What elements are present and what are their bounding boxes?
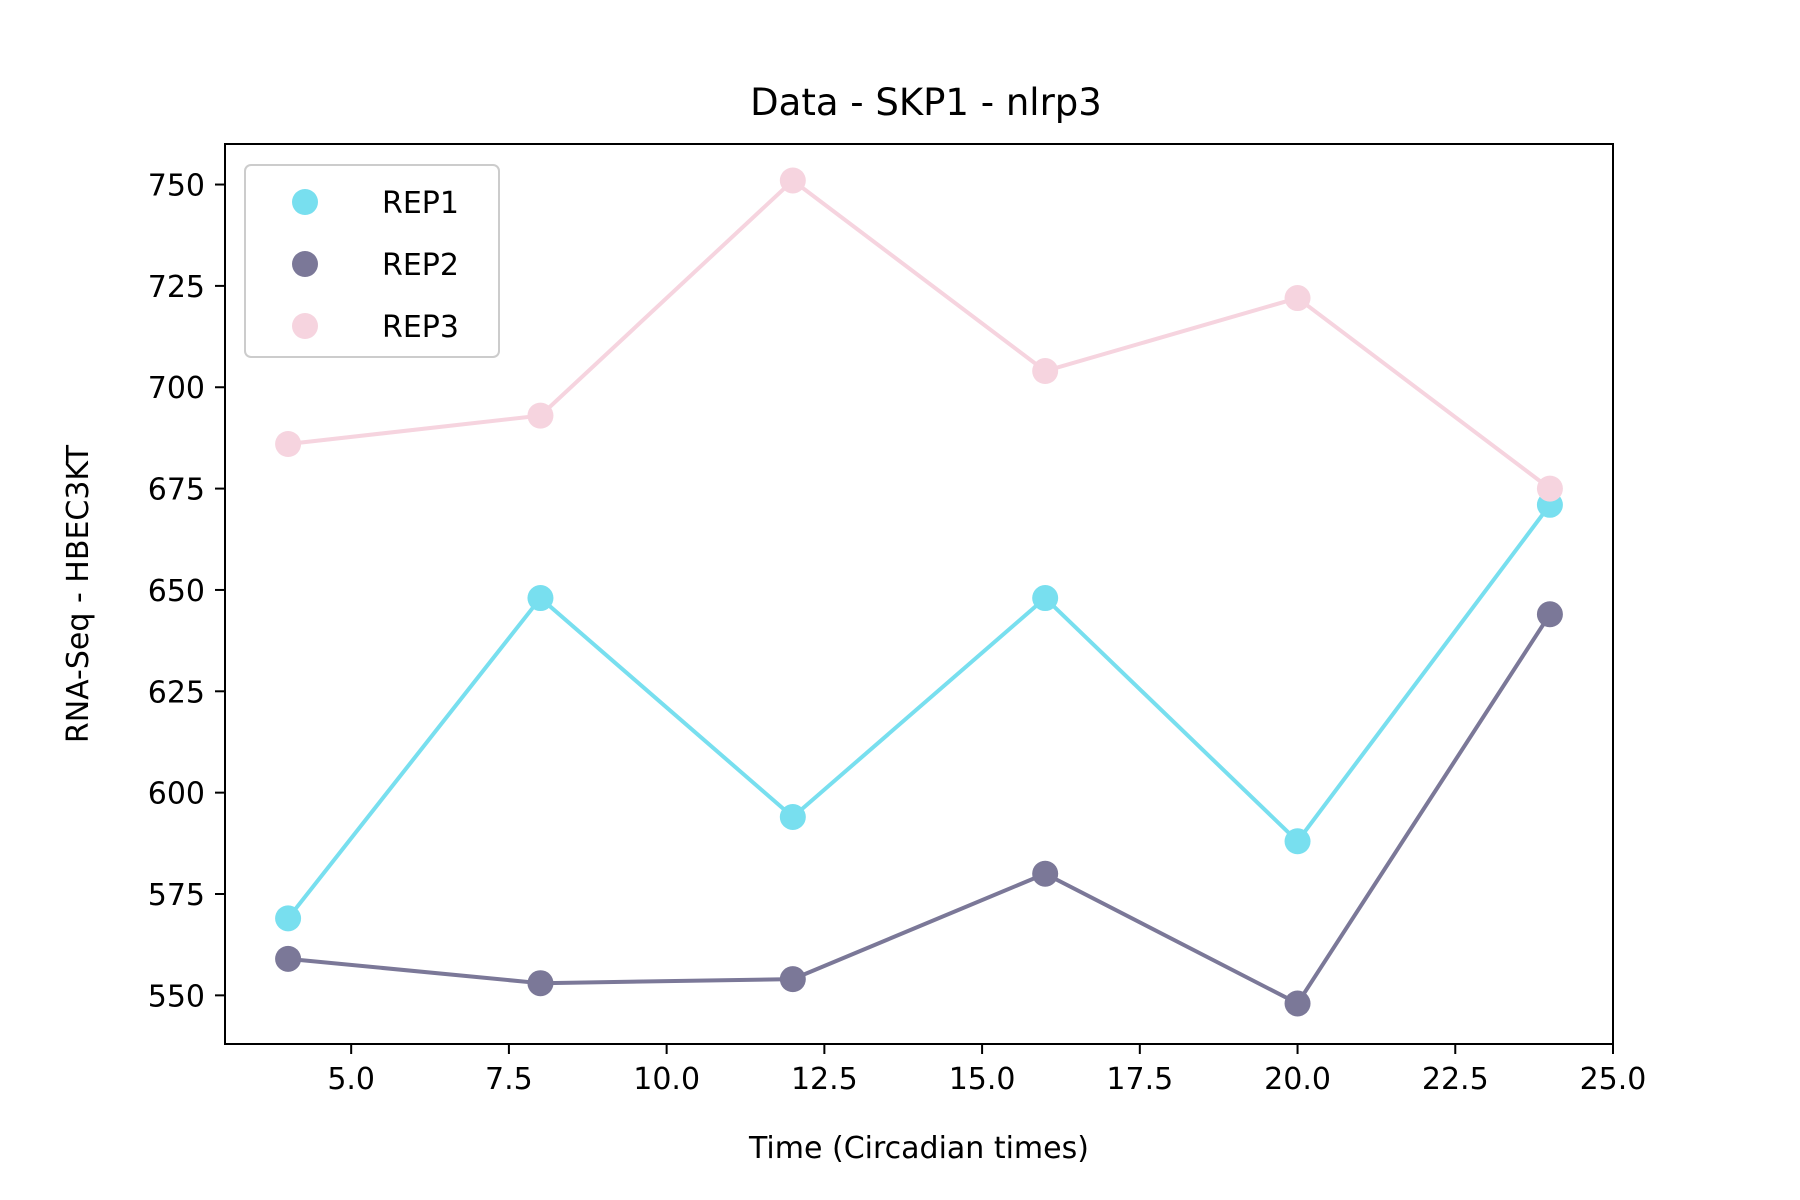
data-point-rep1 (275, 905, 302, 932)
plot-frame (224, 143, 1614, 1045)
chart-title: Data - SKP1 - nlrp3 (750, 81, 1102, 124)
plot-area (275, 167, 1563, 1017)
legend-box (244, 164, 500, 358)
x-tick-label: 22.5 (1422, 1062, 1489, 1097)
x-tick-label: 20.0 (1264, 1062, 1331, 1097)
y-axis: 550 575 600 625 650 675 700 725 750 (148, 169, 225, 1014)
x-tick-label: 25.0 (1580, 1062, 1647, 1097)
y-tick-label: 575 (148, 878, 205, 913)
data-point-rep1 (1284, 828, 1311, 855)
data-point-rep2 (1536, 601, 1563, 628)
data-point-rep1 (779, 803, 806, 830)
legend-label-rep2: REP2 (382, 248, 459, 283)
legend: REP1 REP2 REP3 (244, 164, 500, 358)
x-tick-label: 5.0 (327, 1062, 375, 1097)
legend-marker-rep3 (292, 313, 318, 339)
legend-label-rep3: REP3 (382, 310, 459, 345)
x-axis: 5.0 7.5 10.0 12.5 15.0 17.5 20.0 22.5 25.0 (327, 1044, 1646, 1097)
legend-marker-rep2 (292, 251, 318, 277)
y-axis-label: RNA-Seq - HBEC3KT (61, 444, 96, 743)
y-tick-label: 750 (148, 169, 205, 204)
y-tick-label: 700 (148, 371, 205, 406)
series-line-rep1 (286, 503, 1552, 920)
x-tick-label: 10.0 (633, 1062, 700, 1097)
data-point-rep3 (779, 167, 806, 194)
data-point-rep2 (527, 970, 554, 997)
y-tick-label: 600 (148, 777, 205, 812)
x-tick-label: 7.5 (485, 1062, 533, 1097)
data-point-rep3 (275, 431, 302, 457)
x-axis-label: Time (Circadian times) (748, 1131, 1089, 1166)
data-point-rep2 (1284, 990, 1311, 1017)
x-tick-label: 17.5 (1106, 1062, 1173, 1097)
x-tick-label: 15.0 (949, 1062, 1016, 1097)
data-point-rep3 (1536, 475, 1563, 502)
data-point-rep1 (1032, 585, 1059, 612)
y-tick-label: 550 (148, 979, 205, 1014)
data-point-rep3 (527, 402, 554, 429)
series-line-rep2 (287, 613, 1552, 1006)
data-point-rep2 (275, 945, 302, 972)
y-tick-label: 675 (148, 473, 205, 508)
data-point-rep3 (1284, 285, 1311, 312)
y-tick-label: 625 (148, 675, 205, 710)
legend-marker-rep1 (292, 189, 318, 215)
data-point-rep1 (527, 585, 554, 612)
data-point-rep2 (779, 966, 806, 993)
y-tick-label: 650 (148, 574, 205, 609)
x-tick-label: 12.5 (791, 1062, 858, 1097)
legend-label-rep1: REP1 (382, 186, 459, 221)
data-point-rep3 (1032, 358, 1059, 385)
series-line-rep3 (287, 178, 1552, 491)
y-tick-label: 725 (148, 270, 205, 305)
data-point-rep2 (1032, 860, 1059, 887)
